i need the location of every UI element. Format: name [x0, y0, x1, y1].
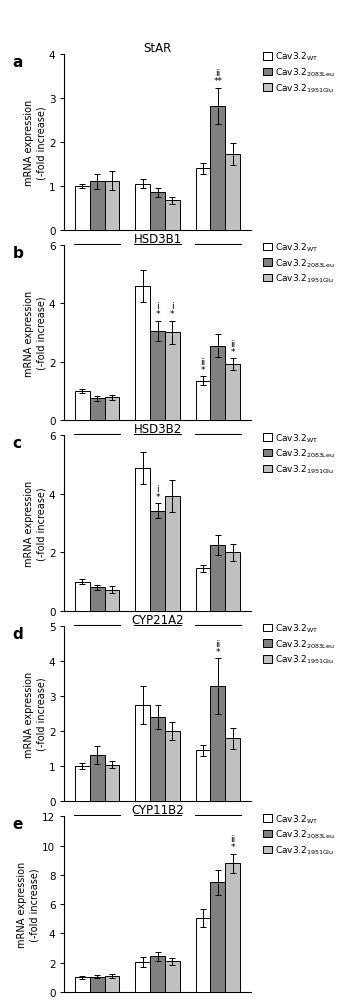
- Title: CYP21A2: CYP21A2: [131, 613, 184, 626]
- Bar: [135, 184, 150, 230]
- Title: StAR: StAR: [144, 42, 171, 55]
- Text: Basal: Basal: [83, 826, 111, 836]
- Bar: [195, 169, 211, 230]
- Bar: [75, 186, 90, 230]
- Bar: [195, 750, 211, 802]
- Text: ii
*: ii *: [230, 835, 235, 852]
- Text: A-II 10nM: A-II 10nM: [133, 255, 182, 265]
- Text: i
*: i *: [155, 302, 160, 319]
- Text: c: c: [12, 436, 21, 451]
- Bar: [195, 569, 211, 611]
- Text: K+ 12mM: K+ 12mM: [193, 445, 243, 455]
- Bar: [75, 582, 90, 611]
- Text: A-II 10nM: A-II 10nM: [133, 826, 182, 836]
- Bar: [225, 365, 240, 421]
- Text: a: a: [12, 55, 23, 70]
- Bar: [105, 590, 120, 611]
- Legend: Cav3.2$_{\mathregular{WT}}$, Cav3.2$_{\mathregular{2083Leu}}$, Cav3.2$_{\mathreg: Cav3.2$_{\mathregular{WT}}$, Cav3.2$_{\m…: [262, 813, 335, 856]
- Title: HSD3B2: HSD3B2: [134, 423, 182, 436]
- Bar: [195, 918, 211, 992]
- Bar: [225, 738, 240, 802]
- Bar: [195, 382, 211, 421]
- Text: i
*: i *: [170, 302, 175, 319]
- Text: ii
*: ii *: [200, 358, 205, 375]
- Text: ii
*: ii *: [215, 639, 221, 656]
- Title: HSD3B1: HSD3B1: [134, 232, 182, 245]
- Y-axis label: mRNA expression
(-fold increase): mRNA expression (-fold increase): [24, 100, 46, 185]
- Bar: [225, 155, 240, 230]
- Text: K+ 12mM: K+ 12mM: [193, 826, 243, 836]
- Bar: [211, 107, 225, 230]
- Text: A-II 10nM: A-II 10nM: [133, 636, 182, 645]
- Bar: [211, 883, 225, 992]
- Bar: [165, 497, 180, 611]
- Text: Basal: Basal: [83, 255, 111, 265]
- Bar: [211, 686, 225, 802]
- Legend: Cav3.2$_{\mathregular{WT}}$, Cav3.2$_{\mathregular{2083Leu}}$, Cav3.2$_{\mathreg: Cav3.2$_{\mathregular{WT}}$, Cav3.2$_{\m…: [262, 432, 335, 475]
- Bar: [150, 332, 165, 421]
- Y-axis label: mRNA expression
(-fold increase): mRNA expression (-fold increase): [24, 481, 46, 566]
- Y-axis label: mRNA expression
(-fold increase): mRNA expression (-fold increase): [17, 862, 39, 947]
- Bar: [135, 469, 150, 611]
- Bar: [105, 398, 120, 421]
- Text: e: e: [12, 817, 23, 832]
- Bar: [105, 976, 120, 992]
- Bar: [90, 399, 105, 421]
- Text: K+ 12mM: K+ 12mM: [193, 255, 243, 265]
- Bar: [165, 731, 180, 802]
- Legend: Cav3.2$_{\mathregular{WT}}$, Cav3.2$_{\mathregular{2083Leu}}$, Cav3.2$_{\mathreg: Cav3.2$_{\mathregular{WT}}$, Cav3.2$_{\m…: [262, 622, 335, 665]
- Bar: [75, 392, 90, 421]
- Bar: [211, 545, 225, 611]
- Text: A-II 10nM: A-II 10nM: [133, 445, 182, 455]
- Text: ii
*: ii *: [230, 340, 235, 357]
- Bar: [135, 962, 150, 992]
- Text: K+ 12mM: K+ 12mM: [193, 636, 243, 645]
- Bar: [225, 553, 240, 611]
- Text: Basal: Basal: [83, 445, 111, 455]
- Bar: [105, 181, 120, 230]
- Bar: [150, 511, 165, 611]
- Bar: [150, 193, 165, 230]
- Text: Basal: Basal: [83, 636, 111, 645]
- Bar: [90, 756, 105, 802]
- Legend: Cav3.2$_{\mathregular{WT}}$, Cav3.2$_{\mathregular{2083Leu}}$, Cav3.2$_{\mathreg: Cav3.2$_{\mathregular{WT}}$, Cav3.2$_{\m…: [262, 241, 335, 285]
- Bar: [165, 201, 180, 230]
- Y-axis label: mRNA expression
(-fold increase): mRNA expression (-fold increase): [24, 671, 46, 757]
- Text: ii
**: ii **: [213, 69, 222, 86]
- Bar: [165, 334, 180, 421]
- Bar: [225, 864, 240, 992]
- Y-axis label: mRNA expression
(-fold increase): mRNA expression (-fold increase): [24, 291, 46, 376]
- Bar: [165, 961, 180, 992]
- Bar: [90, 977, 105, 992]
- Bar: [135, 287, 150, 421]
- Bar: [90, 182, 105, 230]
- Bar: [75, 977, 90, 992]
- Bar: [75, 767, 90, 802]
- Text: i
*: i *: [155, 484, 160, 501]
- Bar: [150, 956, 165, 992]
- Bar: [105, 765, 120, 802]
- Bar: [90, 588, 105, 611]
- Text: d: d: [12, 626, 23, 641]
- Title: CYP11B2: CYP11B2: [131, 804, 184, 817]
- Legend: Cav3.2$_{\mathregular{WT}}$, Cav3.2$_{\mathregular{2083Leu}}$, Cav3.2$_{\mathreg: Cav3.2$_{\mathregular{WT}}$, Cav3.2$_{\m…: [262, 51, 335, 94]
- Text: b: b: [12, 245, 23, 261]
- Bar: [211, 347, 225, 421]
- Bar: [135, 705, 150, 802]
- Bar: [150, 717, 165, 802]
